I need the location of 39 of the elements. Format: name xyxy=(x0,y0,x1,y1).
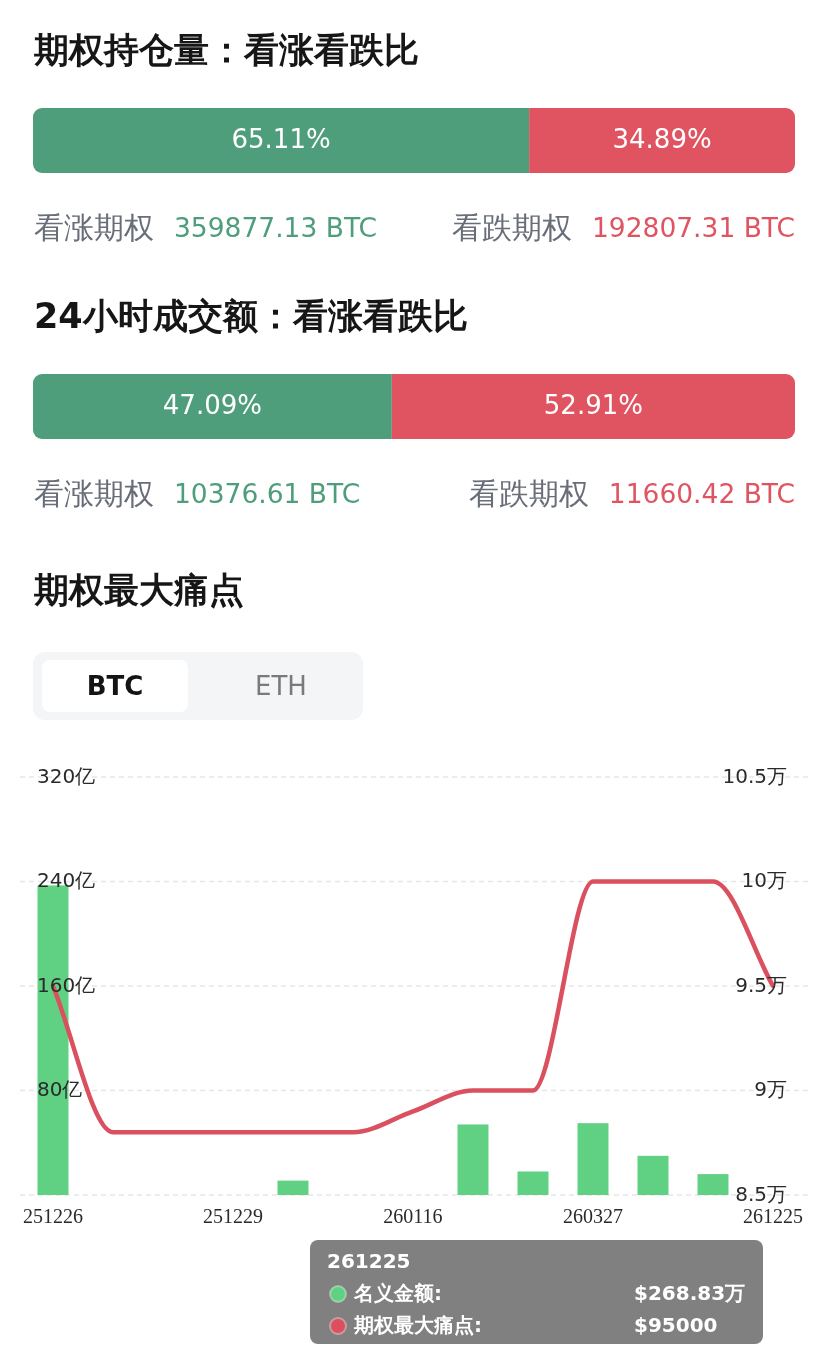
legend-label: 名义金额: xyxy=(353,1280,442,1305)
y2-tick-label: 10万 xyxy=(741,868,787,892)
y2-tick-label: 10.5万 xyxy=(722,763,787,788)
x-tick-label: 251226 xyxy=(23,1204,83,1227)
chart-title: 期权持仓量：看涨看跌比 xyxy=(33,30,419,70)
legend-label: 期权最大痛点: xyxy=(353,1312,482,1337)
x-tick-label: 251229 xyxy=(203,1204,263,1227)
series-label: 看跌期权 xyxy=(468,475,589,511)
data-label: 52.91% xyxy=(543,390,643,420)
series-label: 看跌期权 xyxy=(451,209,572,245)
y-tick-label: 320亿 xyxy=(37,763,96,788)
y2-tick-label: 8.5万 xyxy=(735,1181,787,1206)
data-label: 65.11% xyxy=(231,124,331,154)
x-tick-label: 260327 xyxy=(563,1204,623,1227)
text: 11660.42 BTC xyxy=(608,477,795,509)
series-label: 看涨期权 xyxy=(34,475,154,511)
text: 261225 xyxy=(327,1248,411,1273)
chart-title: 期权最大痛点 xyxy=(33,570,244,610)
y-tick-label: 240亿 xyxy=(37,868,96,892)
x-tick-label: 261225 xyxy=(743,1204,803,1227)
series-label: 看涨期权 xyxy=(34,209,154,245)
bar xyxy=(277,1180,309,1195)
bar xyxy=(457,1124,489,1195)
chart-title: 24小时成交额：看涨看跌比 xyxy=(34,296,468,336)
bar xyxy=(637,1155,669,1195)
bar xyxy=(577,1123,609,1195)
text: $268.83万 xyxy=(634,1280,746,1305)
tab-control: BTC ETH xyxy=(33,652,363,720)
y2-tick-label: 9.5万 xyxy=(735,972,787,997)
text: $95000 xyxy=(634,1312,718,1337)
bar xyxy=(697,1174,729,1195)
data-label: 47.09% xyxy=(162,390,262,420)
text: 359877.13 BTC xyxy=(174,211,378,243)
data-label: 34.89% xyxy=(612,124,712,154)
x-tick-label: 260116 xyxy=(383,1204,443,1227)
bar xyxy=(517,1171,549,1195)
text: 10376.61 BTC xyxy=(174,477,361,509)
text: 192807.31 BTC xyxy=(591,211,795,243)
y2-tick-label: 9万 xyxy=(754,1077,787,1101)
